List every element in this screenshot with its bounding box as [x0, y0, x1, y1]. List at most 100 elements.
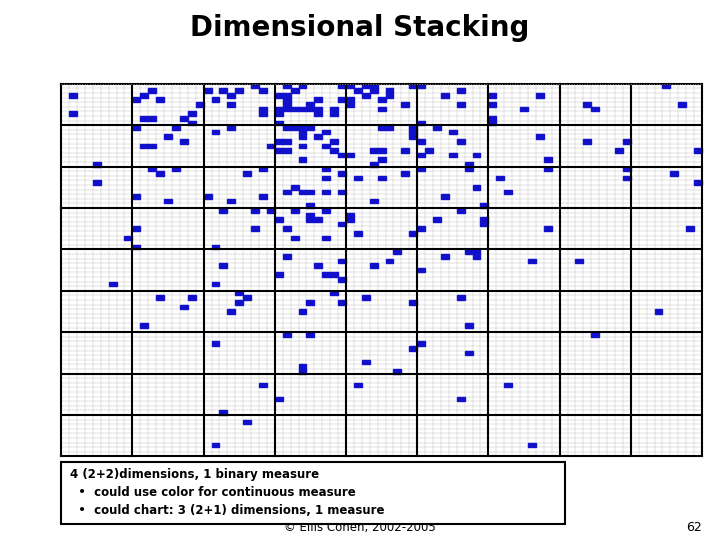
Bar	[283, 98, 291, 102]
Bar	[140, 323, 148, 327]
Bar	[156, 295, 164, 300]
Bar	[417, 153, 425, 157]
Bar	[425, 148, 433, 153]
Bar	[132, 194, 140, 199]
Bar	[323, 176, 330, 180]
Bar	[480, 222, 488, 226]
Bar	[299, 369, 307, 374]
Bar	[315, 98, 323, 102]
Bar	[536, 134, 544, 139]
Bar	[338, 300, 346, 305]
Text: Dimensional Stacking: Dimensional Stacking	[190, 14, 530, 42]
Bar	[670, 171, 678, 176]
Bar	[299, 309, 307, 314]
Bar	[307, 332, 315, 337]
Bar	[307, 213, 315, 217]
Bar	[338, 190, 346, 194]
Bar	[401, 102, 409, 107]
Bar	[212, 98, 220, 102]
Bar	[132, 245, 140, 249]
Bar	[488, 102, 496, 107]
Bar	[338, 171, 346, 176]
Bar	[417, 139, 425, 144]
Bar	[330, 139, 338, 144]
Bar	[204, 89, 212, 93]
Bar	[456, 208, 464, 213]
Bar	[441, 93, 449, 98]
Bar	[330, 148, 338, 153]
Bar	[488, 93, 496, 98]
Bar	[315, 111, 323, 116]
Bar	[291, 235, 299, 240]
Bar	[267, 144, 275, 148]
Bar	[354, 89, 362, 93]
Bar	[323, 208, 330, 213]
Bar	[528, 442, 536, 447]
Bar	[338, 259, 346, 263]
Bar	[472, 185, 480, 190]
Bar	[93, 180, 101, 185]
Bar	[464, 162, 472, 166]
Bar	[370, 199, 378, 203]
Bar	[433, 125, 441, 130]
Bar	[536, 93, 544, 98]
Bar	[338, 84, 346, 89]
Bar	[228, 309, 235, 314]
Bar	[283, 254, 291, 259]
Bar	[275, 148, 283, 153]
Bar	[528, 259, 536, 263]
Text: •  could use color for continuous measure: • could use color for continuous measure	[70, 486, 356, 499]
Bar	[441, 194, 449, 199]
Bar	[662, 84, 670, 89]
Text: 4 (2+2)dimensions, 1 binary measure: 4 (2+2)dimensions, 1 binary measure	[70, 468, 319, 481]
Bar	[132, 226, 140, 231]
Bar	[544, 166, 552, 171]
Bar	[275, 93, 283, 98]
Bar	[338, 222, 346, 226]
Bar	[307, 125, 315, 130]
Bar	[686, 226, 694, 231]
Bar	[251, 208, 259, 213]
Bar	[212, 341, 220, 346]
Bar	[330, 111, 338, 116]
Bar	[330, 291, 338, 295]
Bar	[417, 226, 425, 231]
Bar	[299, 144, 307, 148]
Bar	[220, 410, 228, 415]
Bar	[544, 157, 552, 162]
Bar	[694, 148, 702, 153]
Bar	[370, 89, 378, 93]
Bar	[393, 249, 401, 254]
Bar	[441, 254, 449, 259]
Bar	[196, 102, 204, 107]
Bar	[615, 148, 623, 153]
Bar	[504, 190, 512, 194]
Bar	[346, 217, 354, 222]
Bar	[456, 295, 464, 300]
Bar	[417, 268, 425, 272]
Bar	[164, 134, 172, 139]
Bar	[393, 369, 401, 374]
Bar	[61, 84, 702, 456]
Bar	[235, 291, 243, 295]
Bar	[496, 176, 504, 180]
Bar	[299, 130, 307, 134]
Bar	[283, 139, 291, 144]
Bar	[188, 120, 196, 125]
Bar	[148, 166, 156, 171]
Bar	[323, 130, 330, 134]
Bar	[464, 166, 472, 171]
Bar	[291, 125, 299, 130]
Bar	[228, 125, 235, 130]
Bar	[417, 84, 425, 89]
Bar	[148, 144, 156, 148]
Bar	[417, 120, 425, 125]
Bar	[456, 89, 464, 93]
Bar	[623, 139, 631, 144]
Bar	[156, 171, 164, 176]
Bar	[323, 144, 330, 148]
Bar	[61, 462, 565, 524]
Bar	[370, 148, 378, 153]
Bar	[148, 116, 156, 120]
Bar	[299, 84, 307, 89]
